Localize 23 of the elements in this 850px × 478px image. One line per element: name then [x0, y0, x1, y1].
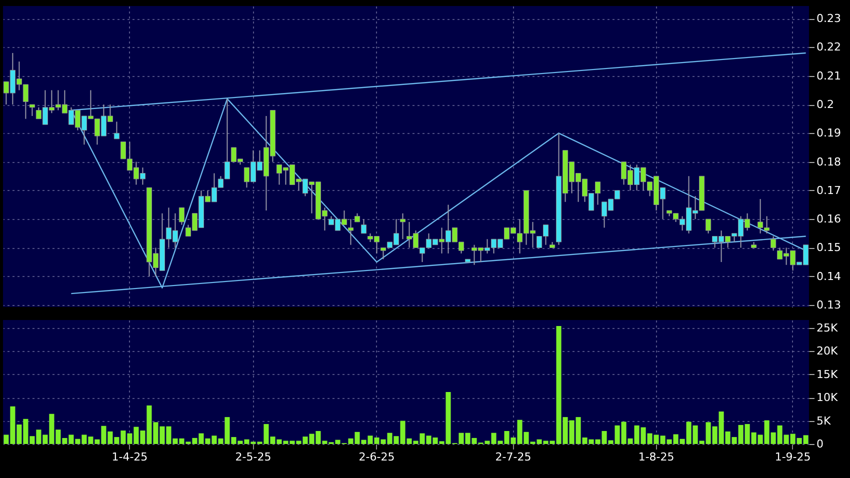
x-tick-label: 1-4-25 — [112, 450, 148, 464]
y-tick-label: 0.19 — [816, 126, 841, 140]
x-tick-label: 2-7-25 — [495, 450, 532, 464]
y-tick-label: 0.2 — [816, 98, 834, 112]
y-tick-label: 0.22 — [816, 40, 841, 54]
x-tick-label: 2-6-25 — [358, 450, 395, 464]
y-tick-label: 5K — [816, 414, 832, 428]
x-tick-label: 1-9-25 — [774, 450, 811, 464]
y-tick-label: 0 — [816, 438, 824, 450]
y-tick-label: 0.21 — [816, 69, 841, 82]
y-tick-label: 0.15 — [816, 241, 841, 254]
y-tick-label: 15K — [816, 368, 838, 381]
y-tick-label: 0.16 — [816, 212, 841, 226]
x-tick-label: 1-8-25 — [638, 450, 674, 464]
y-tick-label: 0.18 — [816, 155, 841, 168]
y-tick-label: 0.14 — [816, 270, 841, 283]
y-tick-label: 10K — [816, 391, 838, 404]
x-tick-label: 2-5-25 — [235, 450, 272, 464]
y-tick-label: 0.13 — [816, 298, 841, 312]
y-tick-label: 0.23 — [816, 12, 841, 26]
y-tick-label: 20K — [816, 344, 838, 358]
y-tick-label: 25K — [816, 321, 838, 334]
y-tick-label: 0.17 — [816, 184, 841, 197]
